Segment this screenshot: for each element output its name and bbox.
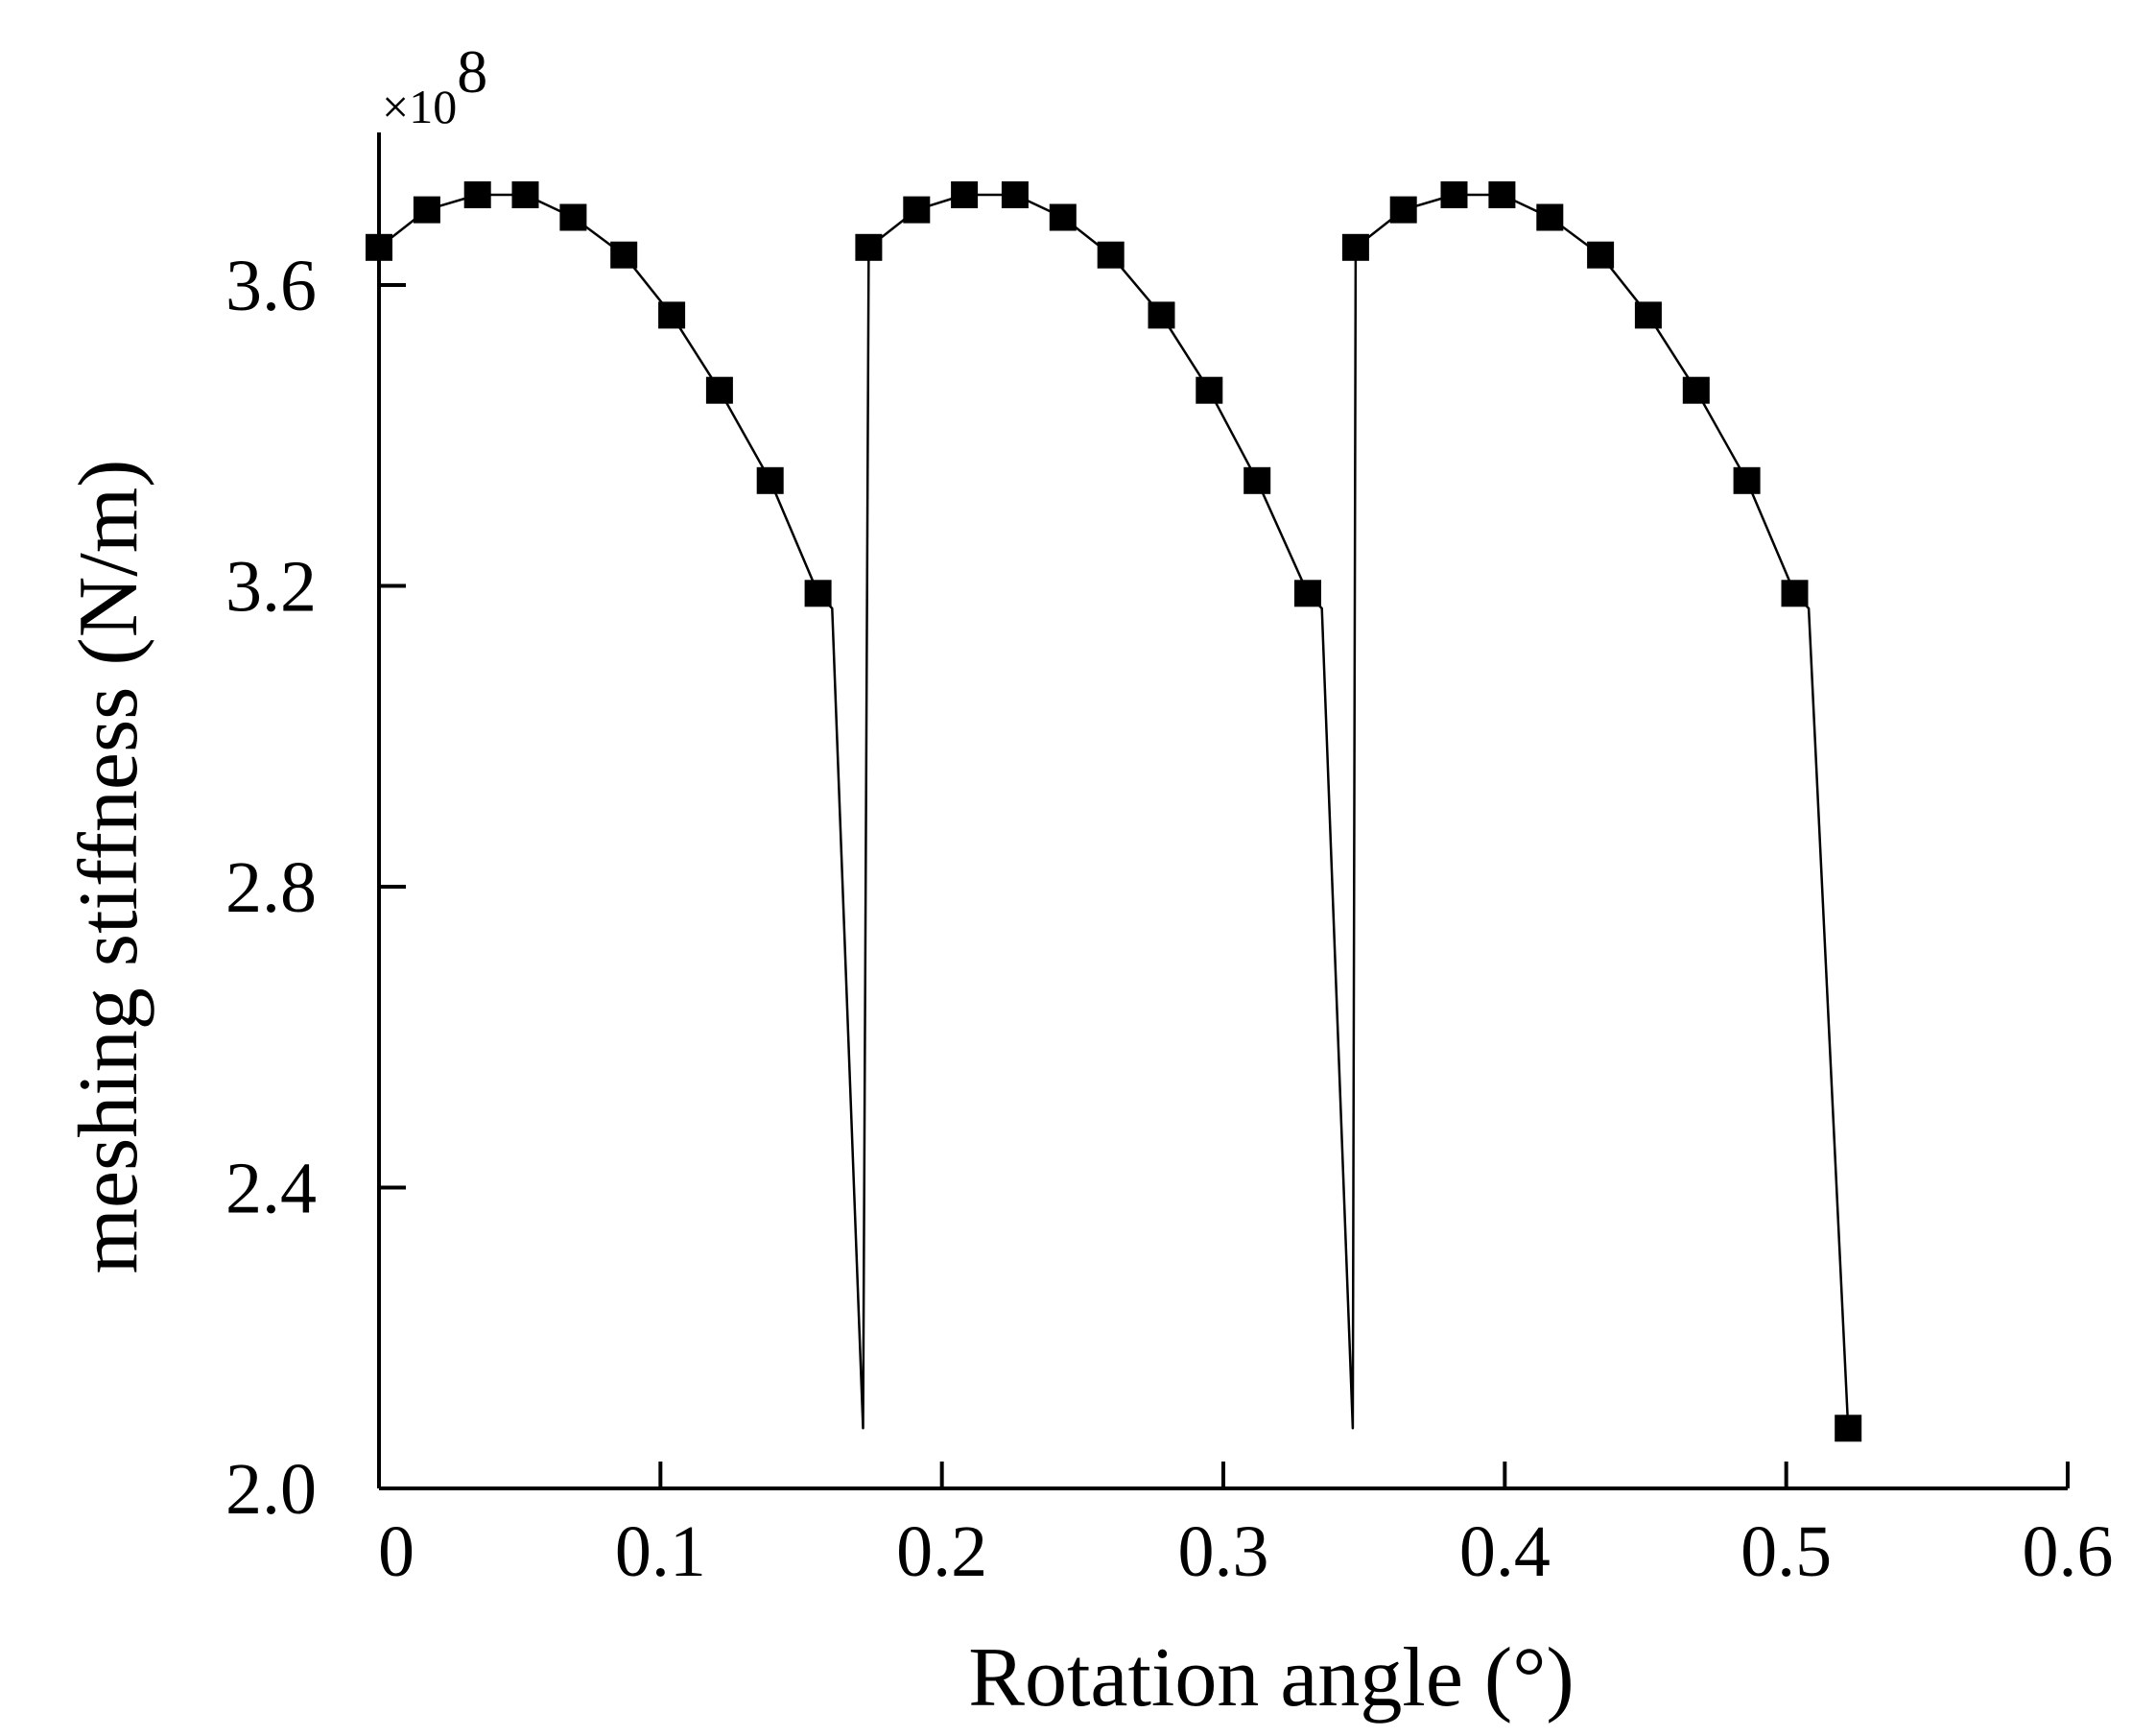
x-ticks: 0 0.1 0.2 0.3 0.4 0.5 0.6 <box>377 1462 2114 1592</box>
x-tick-label: 0.5 <box>1741 1511 1832 1592</box>
x-tick-label: 0.1 <box>615 1511 706 1592</box>
data-point-marker <box>855 233 883 261</box>
data-point-marker <box>951 181 979 208</box>
series-markers <box>366 181 1862 1442</box>
data-point-marker <box>559 203 587 231</box>
multiplier-base: ×10 <box>382 80 457 133</box>
x-tick-label: 0.2 <box>896 1511 987 1592</box>
data-point-marker <box>1536 203 1564 231</box>
x-tick-label: 0.3 <box>1178 1511 1269 1592</box>
data-point-marker <box>705 376 733 404</box>
data-point-marker <box>1440 181 1468 208</box>
data-point-marker <box>1196 376 1223 404</box>
y-axis-multiplier: ×108 <box>382 37 487 133</box>
data-point-marker <box>903 196 931 224</box>
data-point-marker <box>1389 196 1417 224</box>
x-tick-label: 0.6 <box>2023 1511 2114 1592</box>
data-point-marker <box>1682 376 1710 404</box>
y-axis-title: meshing stiffness (N/m) <box>62 460 155 1274</box>
data-point-marker <box>366 233 392 261</box>
axes: 0 0.1 0.2 0.3 0.4 0.5 0.6 2.0 2.4 2.8 3.2 3.6 <box>225 132 2114 1592</box>
data-point-marker <box>1781 580 1809 607</box>
data-point-marker <box>1001 181 1029 208</box>
data-point-marker <box>1587 241 1615 269</box>
x-tick-label: 0 <box>378 1511 414 1592</box>
y-ticks: 2.0 2.4 2.8 3.2 3.6 <box>225 246 406 1530</box>
y-tick-label: 3.2 <box>225 547 317 628</box>
series-line <box>378 193 1850 1430</box>
y-tick-label: 2.0 <box>225 1449 317 1530</box>
x-tick-label: 0.4 <box>1459 1511 1551 1592</box>
data-point-marker <box>413 196 440 224</box>
data-point-marker <box>1148 301 1175 329</box>
data-point-marker <box>1341 233 1369 261</box>
data-point-marker <box>463 181 491 208</box>
data-point-marker <box>1835 1415 1862 1442</box>
data-point-marker <box>804 580 832 607</box>
data-point-marker <box>1049 203 1077 231</box>
y-tick-label: 2.4 <box>225 1149 317 1229</box>
data-point-marker <box>511 181 539 208</box>
y-tick-label: 3.6 <box>225 246 317 326</box>
data-point-marker <box>1733 466 1761 494</box>
data-point-marker <box>1097 241 1125 269</box>
data-point-marker <box>658 301 686 329</box>
multiplier-exponent: 8 <box>457 37 487 106</box>
data-point-marker <box>1294 580 1321 607</box>
data-point-marker <box>1243 466 1271 494</box>
data-point-marker <box>610 241 638 269</box>
y-tick-label: 2.8 <box>225 847 317 928</box>
data-point-marker <box>756 466 784 494</box>
data-point-marker <box>1488 181 1516 208</box>
data-point-marker <box>1634 301 1662 329</box>
x-axis-title: Rotation angle (°) <box>968 1631 1574 1724</box>
